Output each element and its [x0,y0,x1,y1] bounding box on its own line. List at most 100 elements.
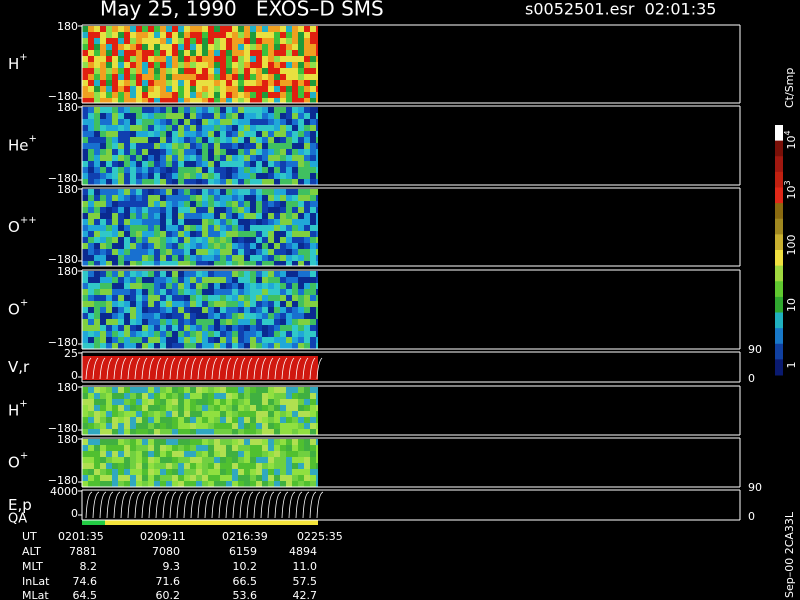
spectrogram-cell [250,195,256,201]
spectrogram-cell [298,119,304,125]
spectrogram-cell [232,207,238,213]
spectrogram-cell [286,80,292,86]
spectrogram-cell [298,457,304,463]
spectrogram-cell [184,50,190,56]
spectrogram-cell [286,445,292,451]
spectrogram-cell [292,405,298,411]
spectrogram-cell [274,387,280,393]
spectrogram-cell [286,277,292,283]
spectrogram-cell [274,74,280,80]
spectrogram-cell [280,445,286,451]
spectrogram-cell [118,295,124,301]
spectrogram-cell [82,44,88,50]
spectrogram-cell [82,337,88,343]
spectrogram-cell [232,143,238,149]
spectrogram-cell [280,423,286,429]
spectrogram-cell [286,283,292,289]
spectrogram-cell [160,283,166,289]
spectrogram-cell [208,277,214,283]
spectrogram-cell [250,255,256,261]
spectrogram-cell [226,289,232,295]
spectrogram-cell [160,143,166,149]
spectrogram-cell [310,283,316,289]
spectrogram-cell [112,50,118,56]
spectrogram-cell [154,149,160,155]
spectrogram-cell [244,475,250,481]
spectrogram-cell [280,463,286,469]
spectrogram-cell [118,271,124,277]
spectrogram-cell [274,32,280,38]
spectrogram-cell [148,231,154,237]
spectrogram-cell [112,313,118,319]
spectrogram-cell [136,149,142,155]
spectrogram-cell [226,32,232,38]
spectrogram-cell [100,50,106,56]
spectrogram-cell [274,113,280,119]
spectrogram-cell [274,44,280,50]
spectrogram-cell [316,307,318,313]
spectrogram-cell [154,44,160,50]
spectrogram-cell [220,32,226,38]
spectrogram-cell [250,44,256,50]
spectrogram-cell [106,201,112,207]
spectrogram-cell [178,289,184,295]
spectrogram-cell [208,161,214,167]
spectrogram-cell [298,469,304,475]
spectrogram-cell [172,98,178,103]
spectrogram-cell [196,295,202,301]
spectrogram-cell [220,80,226,86]
spectrogram-cell [118,207,124,213]
spectrogram-cell [160,277,166,283]
spectrogram-cell [106,289,112,295]
spectrogram-cell [250,343,256,349]
spectrogram-cell [148,137,154,143]
spectrogram-cell [232,119,238,125]
spectrogram-cell [310,68,316,74]
spectrogram-cell [94,283,100,289]
spectrogram-cell [304,44,310,50]
velocity-trace [260,357,267,380]
spectrogram-cell [304,80,310,86]
spectrogram-cell [298,277,304,283]
spectrogram-cell [142,289,148,295]
spectrogram-cell [310,189,316,195]
spectrogram-cell [250,155,256,161]
spectrogram-cell [154,74,160,80]
spectrogram-cell [316,56,318,62]
spectrogram-cell [214,261,220,266]
spectrogram-cell [316,137,318,143]
spectrogram-cell [118,107,124,113]
spectrogram-cell [88,195,94,201]
spectrogram-cell [274,457,280,463]
spectrogram-cell [262,113,268,119]
spectrogram-cell [184,429,190,435]
spectrogram-cell [256,463,262,469]
spectrogram-cell [298,189,304,195]
spectrogram-cell [184,337,190,343]
energy-trace [267,491,275,519]
spectrogram-cell [310,107,316,113]
spectrogram-cell [220,219,226,225]
spectrogram-cell [172,277,178,283]
spectrogram-cell [196,113,202,119]
spectrogram-cell [316,387,318,393]
spectrogram-cell [274,125,280,131]
spectrogram-cell [130,337,136,343]
spectrogram-cell [286,50,292,56]
spectrogram-cell [184,44,190,50]
spectrogram-cell [130,62,136,68]
spectrogram-cell [280,131,286,137]
spectrogram-cell [112,261,118,266]
spectrogram-cell [142,399,148,405]
spectrogram-cell [286,173,292,179]
spectrogram-cell [166,261,172,266]
spectrogram-cell [172,457,178,463]
spectrogram-cell [172,451,178,457]
spectrogram-cell [310,475,316,481]
spectrogram-cell [166,475,172,481]
spectrogram-cell [304,179,310,185]
spectrogram-cell [292,86,298,92]
spectrogram-cell [214,331,220,337]
spectrogram-cell [214,289,220,295]
spectrogram-cell [232,417,238,423]
